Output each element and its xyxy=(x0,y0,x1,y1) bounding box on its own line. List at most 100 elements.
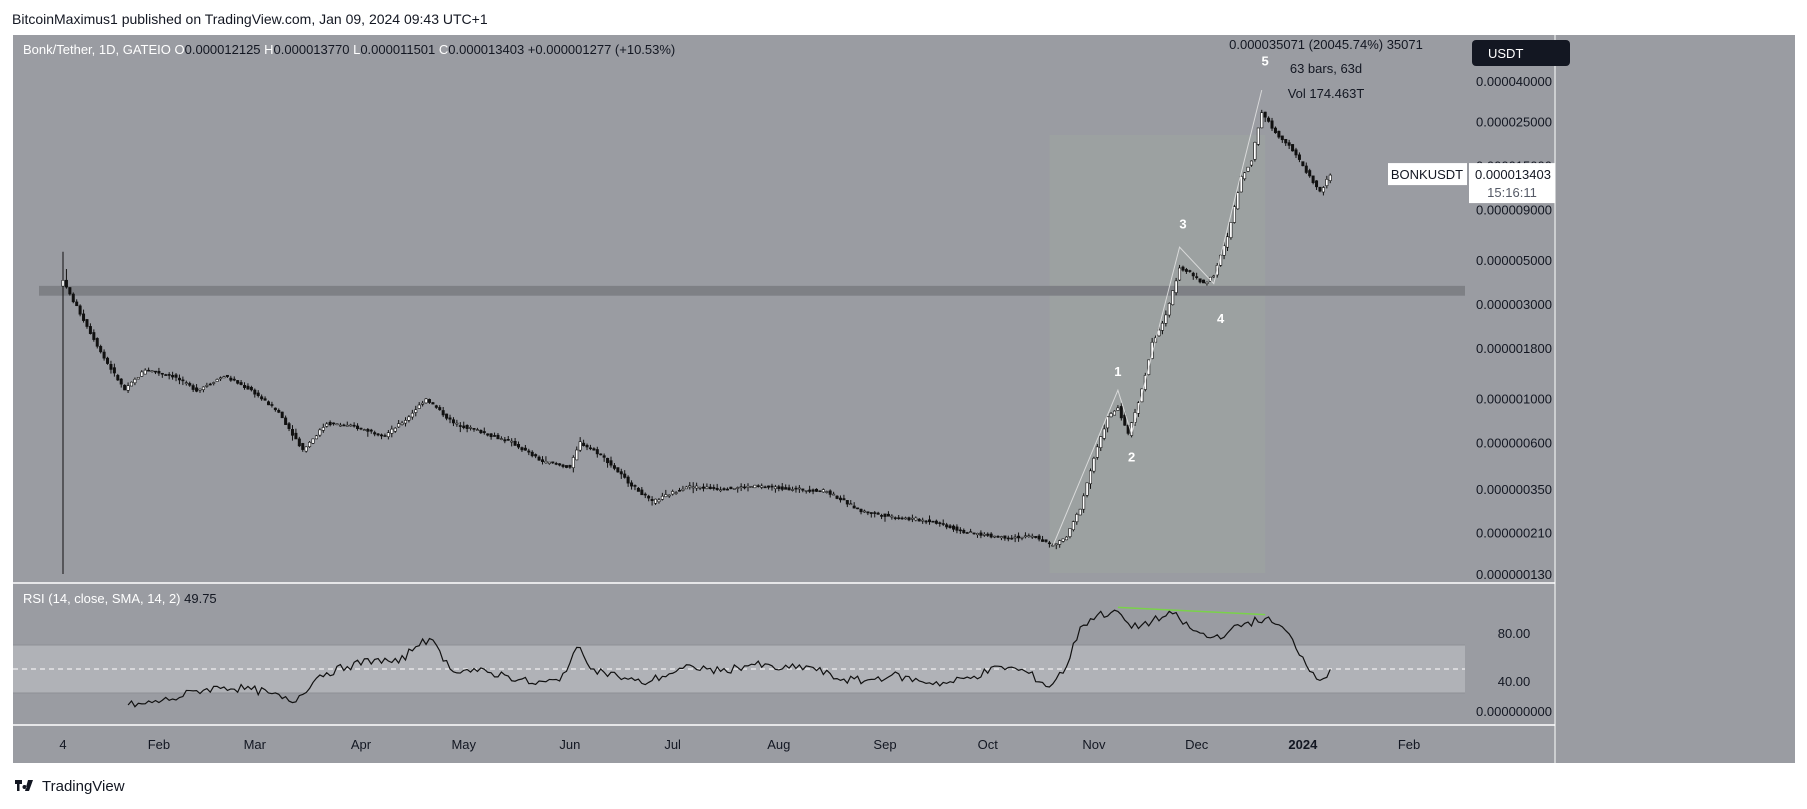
candle-up xyxy=(1078,508,1082,516)
candle-down xyxy=(64,279,68,288)
candle-down xyxy=(585,444,589,448)
candle-down xyxy=(1017,535,1021,539)
candle-down xyxy=(893,517,897,519)
candle-down xyxy=(619,471,623,475)
candle-down xyxy=(157,370,161,374)
candle-down xyxy=(941,523,945,525)
candle-down xyxy=(814,488,818,492)
candle-up xyxy=(1085,482,1089,496)
time-tick-label: Aug xyxy=(767,737,790,752)
candle-down xyxy=(503,439,507,442)
candle-up xyxy=(1054,543,1058,546)
candle-down xyxy=(102,351,106,359)
candle-down xyxy=(838,497,842,501)
candle-up xyxy=(1116,407,1120,411)
candle-down xyxy=(1263,111,1267,118)
candle-down xyxy=(951,525,955,530)
candle-up xyxy=(314,435,318,440)
candle-down xyxy=(1188,270,1192,272)
candle-down xyxy=(383,435,387,437)
candle-up xyxy=(212,382,216,384)
candle-down xyxy=(195,387,199,392)
candle-down xyxy=(1297,154,1301,160)
candle-up xyxy=(338,424,342,427)
candle-down xyxy=(897,517,901,520)
candle-down xyxy=(277,410,281,413)
candle-up xyxy=(695,485,699,489)
candle-down xyxy=(1003,535,1007,539)
candle-down xyxy=(1047,542,1051,545)
candle-down xyxy=(239,382,243,385)
candle-down xyxy=(294,432,298,440)
candle-up xyxy=(1222,245,1226,256)
time-tick-label: Sep xyxy=(873,737,896,752)
time-tick-label: May xyxy=(451,737,476,752)
candle-up xyxy=(1321,187,1325,193)
candle-up xyxy=(746,485,750,488)
candle-down xyxy=(376,433,380,436)
candle-down xyxy=(677,489,681,492)
candle-up xyxy=(904,517,908,520)
currency-button[interactable]: USDT xyxy=(1472,40,1570,66)
candle-up xyxy=(133,378,137,384)
candle-down xyxy=(708,486,712,490)
price-tick-label: 0.000000350 xyxy=(1476,482,1552,497)
measure-range-box xyxy=(1049,135,1266,573)
candle-up xyxy=(910,517,914,520)
candle-down xyxy=(232,378,236,381)
candle-up xyxy=(414,409,418,413)
candle-down xyxy=(564,465,568,468)
candle-down xyxy=(725,488,729,491)
candle-down xyxy=(1277,130,1281,138)
candle-up xyxy=(205,385,209,387)
candle-down xyxy=(479,429,483,434)
candle-down xyxy=(1291,144,1295,152)
candle-up xyxy=(1256,127,1260,145)
rsi-legend-label: RSI (14, close, SMA, 14, 2) xyxy=(23,591,184,606)
candle-down xyxy=(1202,279,1206,284)
candle-down xyxy=(647,495,651,499)
legend-part: H xyxy=(264,42,273,57)
symbol-legend: Bonk/Tether, 1D, GATEIO O0.000012125 H0.… xyxy=(23,42,675,57)
candle-down xyxy=(191,385,195,390)
candle-up xyxy=(1178,267,1182,281)
rsi-tick-label: 40.00 xyxy=(1498,674,1531,689)
legend-part: O xyxy=(175,42,185,57)
candle-down xyxy=(160,372,164,375)
candle-up xyxy=(578,441,582,451)
symbol-tag-bg xyxy=(1388,163,1467,186)
price-tick-label: 0.000001800 xyxy=(1476,341,1552,356)
candle-up xyxy=(318,429,322,436)
candle-up xyxy=(1089,470,1093,485)
price-tick-label: 0.000005000 xyxy=(1476,253,1552,268)
candle-up xyxy=(215,379,219,382)
candle-down xyxy=(1006,537,1010,540)
time-tick-label: 4 xyxy=(59,737,66,752)
candle-down xyxy=(934,520,938,524)
candle-up xyxy=(184,382,188,384)
candle-up xyxy=(1109,413,1113,418)
candle-down xyxy=(931,520,935,523)
candle-down xyxy=(451,419,455,424)
candle-down xyxy=(801,488,805,491)
candle-down xyxy=(493,435,497,437)
candle-down xyxy=(729,486,733,489)
rsi-legend: RSI (14, close, SMA, 14, 2) 49.75 xyxy=(23,591,217,606)
candle-down xyxy=(938,522,942,524)
candle-down xyxy=(448,417,452,420)
candle-down xyxy=(540,459,544,462)
candlestick-chart[interactable]: 1 2 3 4 50.000035071 (20045.74%) 35071 63 bar… xyxy=(13,35,1795,763)
candle-up xyxy=(1027,535,1031,538)
candle-down xyxy=(568,464,572,468)
candle-down xyxy=(818,490,822,492)
candle-down xyxy=(523,447,527,451)
candle-up xyxy=(1075,514,1079,523)
candle-down xyxy=(1270,120,1274,129)
candle-down xyxy=(763,486,767,489)
rsi-tick-label: 80.00 xyxy=(1498,626,1531,641)
wave-label: 3 xyxy=(1179,217,1186,232)
candle-down xyxy=(267,401,271,406)
candle-down xyxy=(1287,142,1291,146)
candle-down xyxy=(342,424,346,427)
candle-down xyxy=(116,375,120,381)
